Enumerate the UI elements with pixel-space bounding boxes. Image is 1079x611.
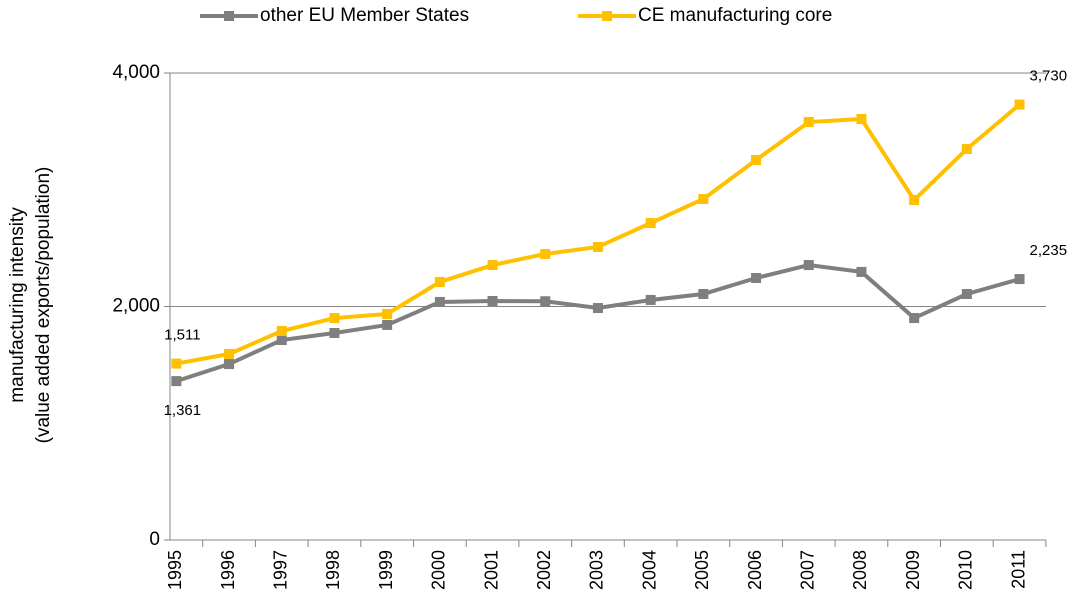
data-label: 1,361 [164, 402, 202, 419]
point [224, 359, 235, 370]
x-tick-label: 2010 [956, 550, 976, 590]
x-tick-label: 2009 [903, 550, 923, 590]
point [909, 195, 920, 206]
y-tick-label: 0 [149, 529, 160, 550]
point [382, 319, 393, 330]
series-line [175, 263, 1021, 384]
data-label: 1,511 [164, 327, 200, 344]
x-tick-label: 2001 [481, 550, 501, 590]
x-tick-label: 2008 [850, 550, 870, 590]
point [803, 117, 814, 128]
point [645, 218, 656, 229]
point [224, 349, 235, 360]
point [698, 289, 709, 300]
x-tick-label: 1997 [271, 550, 291, 590]
point [856, 266, 867, 277]
y-tick-label: 4,000 [112, 62, 160, 83]
data-label: 3,730 [1030, 67, 1068, 84]
x-tick-label: 2004 [639, 550, 659, 590]
point [487, 296, 498, 307]
x-tick-label: 1995 [165, 550, 185, 590]
point [961, 144, 972, 155]
point [171, 358, 182, 369]
x-tick-label: 2002 [534, 550, 554, 590]
point [909, 313, 920, 324]
point [434, 296, 445, 307]
x-tick-label: 2011 [1008, 550, 1028, 589]
point [645, 294, 656, 305]
x-tick-label: 1999 [376, 550, 396, 590]
x-tick-label: 2000 [429, 550, 449, 590]
legend-label: other EU Member States [260, 5, 469, 26]
x-tick-label: 2005 [692, 550, 712, 590]
point [540, 248, 551, 259]
x-tick-label: 1998 [323, 550, 343, 590]
legend-marker [602, 11, 612, 21]
point [751, 273, 762, 284]
point [961, 289, 972, 300]
point [487, 260, 498, 271]
x-tick-label: 1996 [218, 550, 238, 590]
legend-marker [224, 11, 234, 21]
legend-label: CE manufacturing core [638, 5, 832, 26]
point [592, 303, 603, 314]
point [276, 335, 287, 346]
point [698, 193, 709, 204]
point [329, 328, 340, 339]
point [434, 276, 445, 287]
y-tick-label: 2,000 [112, 296, 160, 317]
point [329, 313, 340, 324]
point [382, 308, 393, 319]
point [1014, 99, 1025, 110]
x-tick-label: 2003 [587, 550, 607, 590]
y-axis-label: (value added exports/population) [33, 167, 54, 444]
x-tick-label: 2007 [798, 550, 818, 590]
point [540, 296, 551, 307]
point [276, 326, 287, 337]
y-axis-label: manufacturing intensity [7, 207, 28, 403]
point [856, 113, 867, 124]
point [1014, 274, 1025, 285]
point [592, 241, 603, 252]
data-label: 2,235 [1030, 242, 1068, 259]
point [803, 260, 814, 271]
point [171, 376, 182, 387]
x-tick-label: 2006 [745, 550, 765, 590]
series-line [175, 102, 1021, 366]
point [751, 154, 762, 165]
